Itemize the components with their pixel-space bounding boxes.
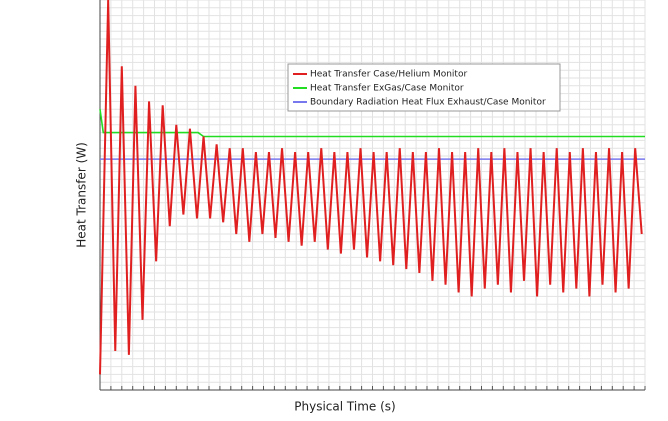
legend-box [287,63,561,112]
legend: Heat Transfer Case/Helium Monitor Heat Tr… [287,63,561,112]
legend-label: Heat Transfer ExGas/Case Monitor [310,84,464,94]
y-axis-label: Heat Transfer (W) [75,142,89,248]
grid [99,0,646,391]
legend-label: Heat Transfer Case/Helium Monitor [310,70,467,80]
legend-label: Boundary Radiation Heat Flux Exhaust/Cas… [310,98,546,108]
series-line [99,109,645,138]
series-line [99,0,643,375]
x-axis-label: Physical Time (s) [294,400,395,414]
